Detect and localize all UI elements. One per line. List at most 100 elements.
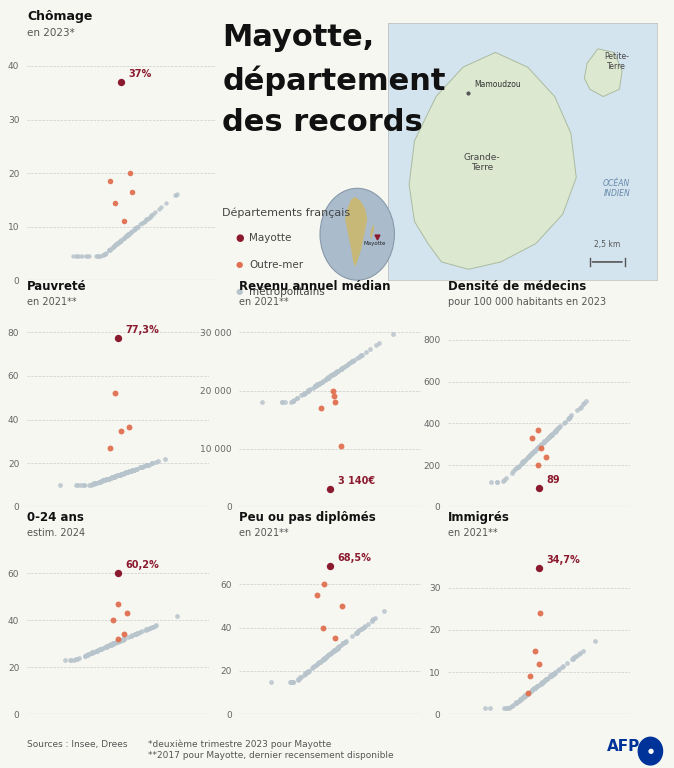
Point [546,429,557,441]
Point [87,647,98,659]
Point [546,429,557,441]
Point [115,234,126,247]
Text: département: département [222,65,446,96]
Point [105,243,116,256]
Point [319,652,330,664]
Point [550,425,561,437]
Point [566,409,577,422]
Point [354,350,365,362]
Point [109,240,119,253]
Point [312,378,323,390]
Point [323,372,334,384]
Point [526,449,537,461]
Point [160,452,171,465]
Point [132,220,143,233]
Point [532,442,543,454]
Point [276,396,287,409]
Point [328,384,338,396]
Point [554,421,565,433]
Point [330,366,341,379]
Point [526,684,537,697]
Point [319,373,330,386]
Point [115,235,125,247]
Point [541,433,552,445]
Point [256,396,267,409]
Point [340,360,350,372]
Point [286,396,297,408]
Text: ●: ● [236,287,243,296]
Point [568,653,578,665]
Point [299,388,309,400]
Point [330,366,340,379]
Point [98,475,109,487]
Point [560,415,571,428]
Point [101,473,112,485]
Point [357,621,368,634]
Point [89,645,100,657]
Point [140,624,151,636]
Point [542,432,553,445]
Point [578,398,588,410]
Point [107,637,118,650]
Point [115,634,126,647]
Point [321,650,332,663]
Point [303,664,314,677]
Point [515,694,526,706]
Point [530,644,541,657]
Point [109,471,119,483]
Point [311,379,322,391]
Point [293,673,303,685]
Point [528,445,539,458]
Point [146,457,157,469]
Point [512,461,523,473]
Point [92,250,102,263]
Text: Peu ou pas diplômés: Peu ou pas diplômés [239,511,376,524]
Point [340,635,350,647]
Point [517,691,528,703]
Point [129,464,140,476]
Point [547,428,558,440]
Point [104,243,115,256]
Point [359,621,369,633]
Point [537,676,548,688]
Point [170,189,181,201]
Point [113,633,123,645]
Point [121,466,132,478]
Point [108,471,119,483]
Point [528,683,539,695]
Point [113,635,123,647]
Point [520,689,531,701]
Point [349,354,360,366]
Point [119,232,129,244]
Point [104,175,115,187]
Point [520,453,531,465]
Point [310,379,321,392]
Point [527,447,538,459]
Point [324,370,335,382]
Point [544,431,555,443]
Point [116,634,127,647]
Text: pour 100 000 habitants en 2023: pour 100 000 habitants en 2023 [448,297,607,307]
Text: 89: 89 [547,475,560,485]
Point [122,229,133,241]
Point [141,459,152,472]
Point [88,646,98,658]
Polygon shape [409,52,576,270]
Point [140,215,150,227]
Point [353,625,364,637]
Point [573,648,584,660]
Point [122,466,133,478]
Point [91,644,102,657]
Point [333,365,344,377]
Point [303,665,314,677]
Point [522,451,533,463]
Point [537,677,547,689]
Point [126,465,137,477]
Point [118,633,129,645]
Point [71,250,82,263]
Point [92,476,102,488]
Point [113,635,124,647]
Point [528,446,539,458]
Point [548,667,559,680]
Point [107,471,118,483]
